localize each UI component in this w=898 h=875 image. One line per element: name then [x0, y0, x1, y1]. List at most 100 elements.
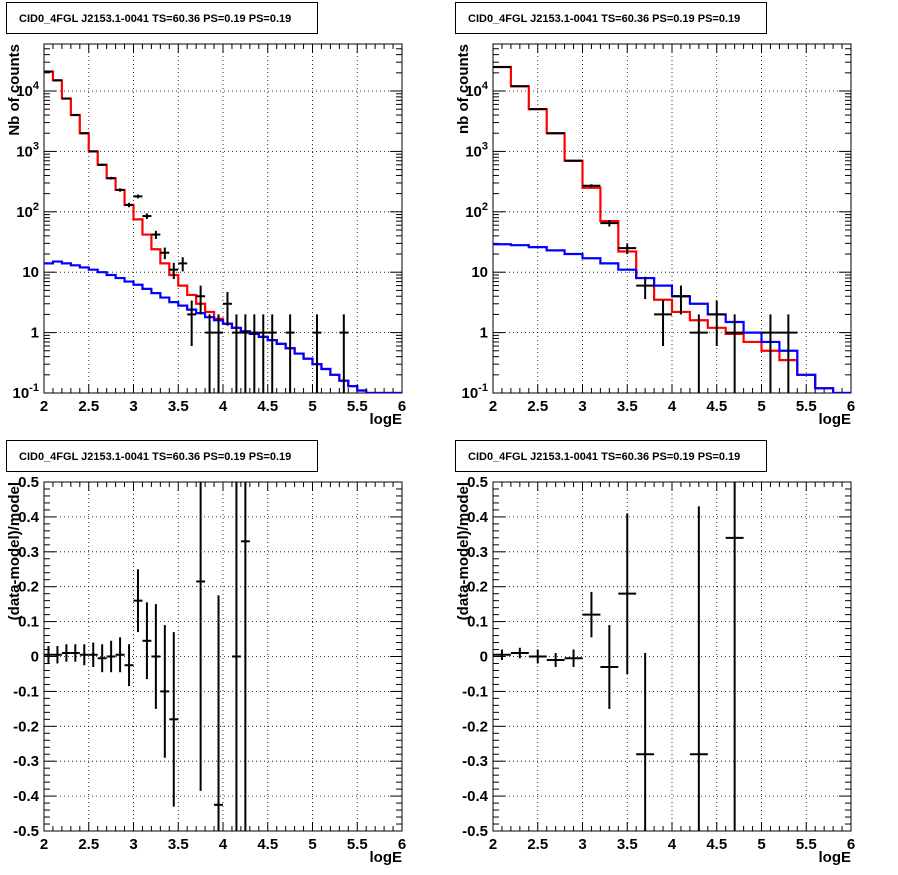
- y-tick-label: 1: [31, 325, 39, 342]
- data-point: [187, 300, 197, 346]
- data-point: [196, 482, 206, 791]
- data-point: [151, 604, 161, 709]
- x-axis-title: logE: [370, 411, 403, 428]
- x-tick-label: 5.5: [796, 398, 817, 415]
- data-point: [160, 625, 170, 758]
- data-point: [106, 640, 116, 673]
- x-tick-label: 6: [398, 398, 406, 415]
- y-tick-label: -0.4: [462, 788, 489, 805]
- chart-counts-fine: 2 2.5 3 3.5 4 4.5 5 5.5 6 10-1 1 10 102 103 104 logE Nb …: [6, 43, 406, 428]
- panel-top-left: 2 2.5 3 3.5 4 4.5 5 5.5 6 10-1 1 10 102 103 104 logE Nb …: [0, 0, 449, 437]
- x-tick-label: 6: [398, 836, 406, 853]
- data-point: [510, 647, 529, 659]
- x-tick-label: 2.5: [78, 836, 99, 853]
- y-tick-label: 10-1: [462, 382, 488, 402]
- data-point: [564, 649, 583, 667]
- y-tick-label: 104: [465, 80, 489, 100]
- data-point: [258, 314, 268, 393]
- chart-title: CID0_4FGL J2153.1-0041 TS=60.36 PS=0.19 …: [455, 2, 767, 34]
- data-point: [725, 314, 744, 393]
- x-tick-label: 4: [668, 836, 677, 853]
- y-tick-label: 0.2: [467, 579, 488, 596]
- y-tick-label: 102: [16, 201, 39, 221]
- data-point: [106, 176, 116, 180]
- y-tick-label: -0.1: [462, 683, 488, 700]
- data-point: [312, 314, 322, 393]
- panel-top-right: 2 2.5 3 3.5 4 4.5 5 5.5 6 10-1 1 10 102 103 104 logE nb …: [449, 0, 898, 437]
- y-tick-label: -0.5: [462, 823, 488, 840]
- data-point: [169, 632, 179, 807]
- data-point: [528, 108, 547, 111]
- data-point: [249, 314, 259, 393]
- x-tick-label: 6: [847, 836, 855, 853]
- data-point: [672, 285, 690, 315]
- x-tick-label: 3: [129, 836, 137, 853]
- chart-residuals-fine: 2 2.5 3 3.5 4 4.5 5 5.5 6 -0.5 -0.4 -0.3 -0.2 -0.1 0 0.…: [6, 474, 406, 866]
- grid: [493, 44, 851, 393]
- data-point: [61, 644, 71, 662]
- x-tick-label: 2: [489, 398, 497, 415]
- x-axis-title: logE: [819, 849, 852, 866]
- data-point: [115, 637, 125, 673]
- data-point: [79, 644, 89, 666]
- data-point: [618, 243, 637, 255]
- y-tick-label: -0.2: [462, 718, 488, 735]
- data-point: [44, 646, 53, 664]
- x-tick-label: 6: [847, 398, 855, 415]
- x-tick-label: 5: [308, 398, 316, 415]
- data-point: [582, 591, 601, 638]
- grid: [44, 44, 402, 393]
- y-tick-label: 1: [480, 325, 488, 342]
- y-tick-label: -0.4: [13, 788, 40, 805]
- data-point: [725, 482, 744, 831]
- y-axis-title: nb of counts: [455, 44, 472, 134]
- background-model-step-line: [493, 243, 851, 393]
- x-tick-label: 5: [308, 836, 316, 853]
- y-tick-label: 103: [16, 140, 39, 160]
- data-point: [285, 314, 295, 393]
- x-tick-label: 5.5: [347, 398, 368, 415]
- data-point: [231, 314, 241, 393]
- x-tick-label: 4: [219, 398, 228, 415]
- data-point: [133, 194, 143, 199]
- x-tick-label: 2.5: [78, 398, 99, 415]
- data-point: [133, 569, 143, 633]
- y-tick-label: 10-1: [13, 382, 39, 402]
- data-point: [151, 230, 161, 239]
- x-tick-label: 2: [40, 836, 48, 853]
- x-tick-label: 4.5: [257, 398, 278, 415]
- y-tick-label: 0.4: [18, 509, 40, 526]
- data-point: [61, 97, 71, 100]
- y-tick-label: 0.4: [467, 509, 489, 526]
- data-point: [52, 646, 62, 664]
- data-point: [178, 257, 188, 272]
- y-tick-label: -0.5: [13, 823, 39, 840]
- y-axis-title: Nb of counts: [6, 44, 23, 136]
- data-point: [564, 159, 583, 162]
- x-axis-title: logE: [370, 849, 403, 866]
- data-point: [97, 644, 107, 673]
- x-tick-label: 5: [757, 398, 765, 415]
- data-point: [528, 649, 547, 664]
- chart-counts-coarse: 2 2.5 3 3.5 4 4.5 5 5.5 6 10-1 1 10 102 103 104 logE nb …: [455, 43, 855, 428]
- data-point: [240, 482, 250, 831]
- data-point: [779, 314, 798, 393]
- x-axis-title: logE: [819, 411, 852, 428]
- y-tick-label: 0.2: [18, 579, 39, 596]
- x-tick-label: 3.5: [168, 398, 189, 415]
- data-point: [654, 300, 672, 346]
- y-tick-label: 10: [471, 264, 488, 281]
- y-tick-label: 103: [465, 140, 488, 160]
- data-point: [88, 642, 98, 667]
- data-point: [546, 653, 565, 667]
- y-tick-label: 0.3: [18, 544, 39, 561]
- y-tick-label: 102: [465, 201, 488, 221]
- data-point: [205, 314, 215, 393]
- x-tick-label: 5.5: [347, 836, 368, 853]
- x-tick-label: 2.5: [527, 398, 548, 415]
- data-point: [223, 292, 232, 326]
- y-axis-title: (data-model)/model: [6, 482, 23, 620]
- data-point: [707, 300, 726, 346]
- x-tick-label: 4.5: [706, 398, 727, 415]
- y-tick-label: 104: [16, 80, 40, 100]
